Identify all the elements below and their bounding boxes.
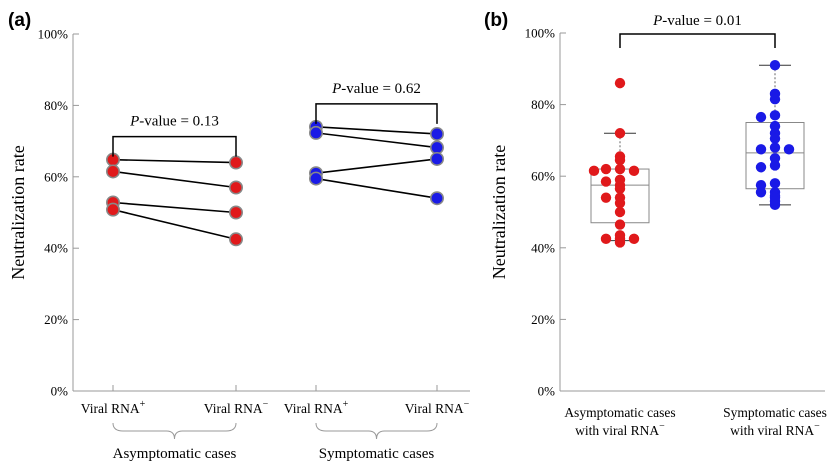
data-point [229, 155, 244, 170]
data-point [755, 187, 767, 198]
data-point [769, 153, 781, 164]
data-point [614, 197, 626, 209]
data-point [429, 140, 444, 155]
panel-a: (a) 0% 20% 40% 60% 80% 100% Neutralization rate… [8, 10, 470, 462]
data-point [614, 128, 626, 139]
x-tick-label: Viral RNA− [204, 399, 269, 416]
significance-bracket [619, 33, 776, 48]
data-point [769, 160, 781, 171]
data-point [308, 125, 323, 140]
data-point [429, 191, 444, 206]
data-point [614, 206, 626, 218]
data-point [769, 133, 781, 144]
data-point [600, 233, 612, 245]
data-point [229, 205, 244, 220]
data-point [755, 162, 767, 173]
panel-b: (b) 0% 20% 40% 60% 80% 100% Neutralization rate… [484, 10, 827, 438]
data-point [614, 77, 626, 89]
category-label-line1: Symptomatic cases [723, 405, 827, 420]
data-point [769, 199, 781, 211]
data-point [769, 110, 781, 121]
data-point [614, 183, 626, 194]
series-asymptomatic [106, 152, 244, 247]
series-symptomatic [745, 60, 805, 211]
data-point [106, 202, 121, 217]
y-tick-label: 0% [51, 384, 69, 399]
y-tick-label: 20% [44, 312, 68, 327]
data-point [588, 165, 600, 177]
pair-line [315, 126, 438, 135]
y-tick-label: 80% [531, 97, 555, 112]
panel-label: (b) [484, 10, 508, 31]
series-symptomatic [308, 119, 444, 206]
data-point [614, 154, 626, 166]
pair-line [112, 158, 237, 164]
data-point [769, 142, 781, 153]
x-tick-label: Viral RNA+ [81, 399, 146, 416]
y-tick-label: 100% [38, 27, 69, 42]
pair-line [315, 132, 438, 149]
x-tick-label: Viral RNA− [405, 399, 470, 416]
pair-line [112, 170, 237, 189]
pair-line [112, 201, 237, 214]
y-axis-title: Neutralization rate [8, 145, 28, 279]
y-tick-label: 40% [44, 241, 68, 256]
data-point [614, 163, 626, 175]
data-point [783, 144, 795, 155]
y-tick-label: 0% [538, 384, 556, 399]
data-point [229, 232, 244, 247]
x-tick-label: Viral RNA+ [284, 399, 349, 416]
y-tick-label: 20% [531, 312, 555, 327]
data-point [600, 163, 612, 175]
data-point [769, 94, 781, 105]
data-point [755, 144, 767, 155]
data-point [755, 179, 767, 191]
significance-bracket [315, 103, 438, 124]
group-brace [315, 422, 438, 440]
category-label-line2: with viral RNA− [730, 421, 820, 438]
data-point [429, 151, 444, 166]
data-point [600, 176, 612, 187]
category-label-line2: with viral RNA− [575, 421, 665, 438]
pair-line [315, 158, 438, 175]
data-point [628, 165, 640, 177]
p-value-label: P-value = 0.13 [129, 114, 219, 130]
data-point [628, 233, 640, 245]
data-point [600, 192, 612, 203]
data-point [229, 180, 244, 195]
panel-label: (a) [8, 10, 31, 31]
data-point [755, 111, 767, 123]
p-value-label: P-value = 0.01 [652, 13, 742, 29]
y-tick-label: 60% [531, 169, 555, 184]
y-tick-label: 40% [531, 240, 555, 255]
data-point [769, 178, 781, 189]
group-label: Symptomatic cases [319, 446, 435, 462]
data-point [769, 120, 781, 132]
group-brace [112, 422, 237, 440]
data-point [106, 164, 121, 179]
y-axis-title: Neutralization rate [489, 145, 509, 279]
category-label-line1: Asymptomatic cases [564, 405, 675, 420]
y-tick-label: 100% [525, 26, 556, 41]
data-point [614, 237, 626, 248]
y-tick-label: 60% [44, 169, 68, 184]
y-tick-label: 80% [44, 98, 68, 113]
data-point [769, 60, 781, 71]
data-point [308, 171, 323, 186]
series-asymptomatic [588, 77, 650, 248]
pair-line [315, 177, 438, 200]
data-point [614, 219, 626, 230]
group-label: Asymptomatic cases [113, 446, 237, 462]
significance-bracket [112, 135, 237, 157]
p-value-label: P-value = 0.62 [331, 81, 421, 97]
data-point [429, 126, 444, 141]
pair-line [112, 208, 237, 241]
